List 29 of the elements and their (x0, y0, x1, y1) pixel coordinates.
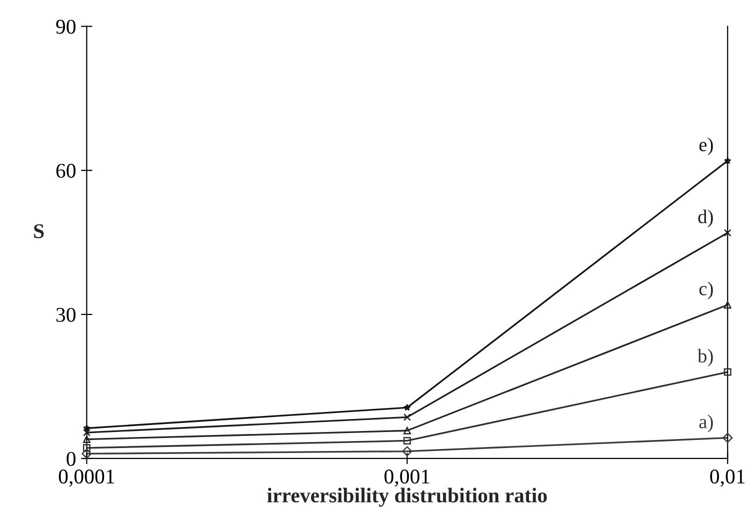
y-tick-label: 90 (56, 20, 76, 34)
series-label: d) (698, 210, 713, 228)
point (724, 368, 732, 376)
point (724, 301, 732, 309)
point (403, 413, 411, 421)
point (82, 444, 90, 452)
x-tick-label: 0,001 (384, 470, 430, 487)
x-tick-label: 0,01 (710, 470, 745, 487)
series-label: c) (699, 282, 713, 300)
point (82, 428, 90, 436)
y-tick-label: 0 (66, 452, 76, 466)
point (722, 432, 733, 443)
series-label: a) (699, 414, 713, 432)
point (404, 404, 411, 411)
x-axis-title: irreversibility distrubition ratio (267, 488, 547, 507)
point (724, 157, 732, 164)
point (403, 426, 411, 434)
y-tick-label: 30 (56, 308, 76, 322)
series-label: e) (699, 138, 713, 156)
point (402, 446, 412, 456)
point (724, 229, 732, 237)
point (82, 436, 90, 444)
y-tick-label: 60 (56, 164, 76, 178)
point (82, 448, 92, 459)
x-tick-label: 0,0001 (58, 470, 114, 487)
point (83, 424, 90, 432)
y-axis-title: S (34, 224, 44, 238)
point (403, 436, 411, 444)
series-label: b) (698, 348, 713, 367)
